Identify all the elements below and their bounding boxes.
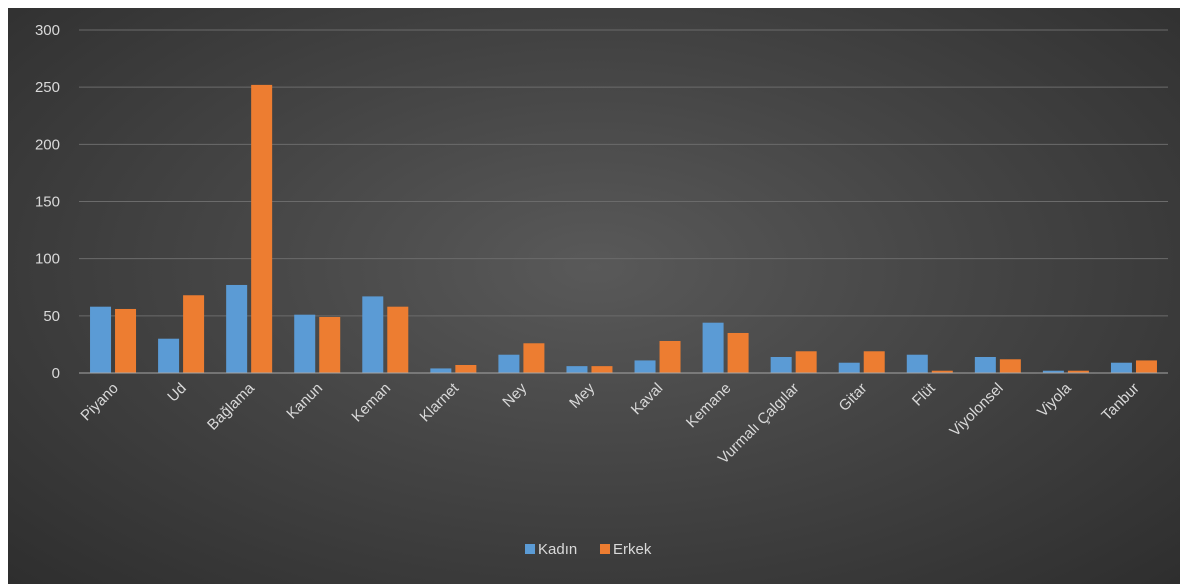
x-category-label: Ud — [164, 380, 190, 406]
x-category-label: Flüt — [909, 379, 939, 409]
x-category-label: Mey — [566, 379, 598, 411]
bars — [90, 84, 1157, 373]
legend-label: Erkek — [613, 541, 652, 558]
bar-kadin — [702, 322, 724, 373]
bar-erkek — [183, 295, 205, 373]
x-category-label: Gitar — [836, 380, 871, 415]
bar-erkek — [659, 340, 681, 373]
y-tick-label: 150 — [35, 194, 60, 211]
bar-erkek — [931, 370, 953, 373]
y-tick-label: 0 — [52, 365, 60, 382]
bar-erkek — [727, 332, 749, 373]
legend: Kadın Erkek — [525, 541, 652, 558]
bar-kadin — [770, 356, 792, 373]
bar-kadin — [1042, 370, 1064, 373]
bar-kadin — [430, 368, 452, 373]
y-tick-label: 50 — [43, 308, 60, 325]
bar-erkek — [251, 84, 273, 373]
y-tick-label: 100 — [35, 251, 60, 268]
x-category-label: Klarnet — [417, 379, 463, 425]
bar-kadin — [498, 354, 520, 373]
x-category-label: Bağlama — [204, 379, 258, 433]
bar-kadin — [838, 362, 860, 373]
bar-erkek — [319, 316, 341, 373]
bar-erkek — [863, 351, 885, 373]
bar-kadin — [974, 356, 996, 373]
bar-kadin — [566, 366, 588, 373]
bar-kadin — [158, 338, 180, 373]
x-category-label: Kanun — [283, 380, 326, 423]
bar-erkek — [115, 308, 137, 373]
x-category-label: Keman — [348, 380, 394, 426]
x-category-label: Kemane — [683, 380, 735, 432]
bar-kadin — [226, 284, 248, 373]
bar-erkek — [999, 359, 1021, 373]
bar-erkek — [387, 306, 409, 373]
legend-swatch — [525, 544, 535, 554]
x-category-label: Piyano — [77, 380, 121, 424]
chart-area: 0 50 100 150 200 250 300 Piyano Ud Bağlama Kanun K… — [8, 8, 1180, 584]
bar-kadin — [362, 296, 384, 373]
bar-erkek — [795, 351, 817, 373]
legend-label: Kadın — [538, 541, 577, 558]
x-category-label: Kaval — [628, 380, 667, 419]
bar-kadin — [294, 314, 316, 373]
bar-erkek — [1135, 360, 1157, 373]
bar-chart: 0 50 100 150 200 250 300 Piyano Ud Bağlama Kanun K… — [35, 22, 1168, 558]
bar-erkek — [523, 343, 545, 373]
bar-kadin — [906, 354, 928, 373]
legend-swatch — [600, 544, 610, 554]
bar-erkek — [455, 364, 477, 373]
y-tick-label: 200 — [35, 136, 60, 153]
bar-kadin — [90, 306, 112, 373]
bar-erkek — [1067, 370, 1089, 373]
y-tick-label: 250 — [35, 79, 60, 96]
bar-kadin — [634, 360, 656, 373]
x-category-label: Ney — [499, 379, 530, 410]
x-axis-labels: Piyano Ud Bağlama Kanun Keman Klarnet Ney Mey Ka… — [77, 379, 1142, 467]
bar-kadin — [1110, 362, 1132, 373]
x-category-label: Viyola — [1034, 379, 1075, 420]
y-axis-ticks: 0 50 100 150 200 250 300 — [35, 22, 60, 382]
y-tick-label: 300 — [35, 22, 60, 39]
gridlines — [79, 29, 1168, 317]
bar-erkek — [591, 366, 613, 373]
x-category-label: Tanbur — [1098, 380, 1142, 424]
x-category-label: Viyolonsel — [946, 380, 1006, 440]
